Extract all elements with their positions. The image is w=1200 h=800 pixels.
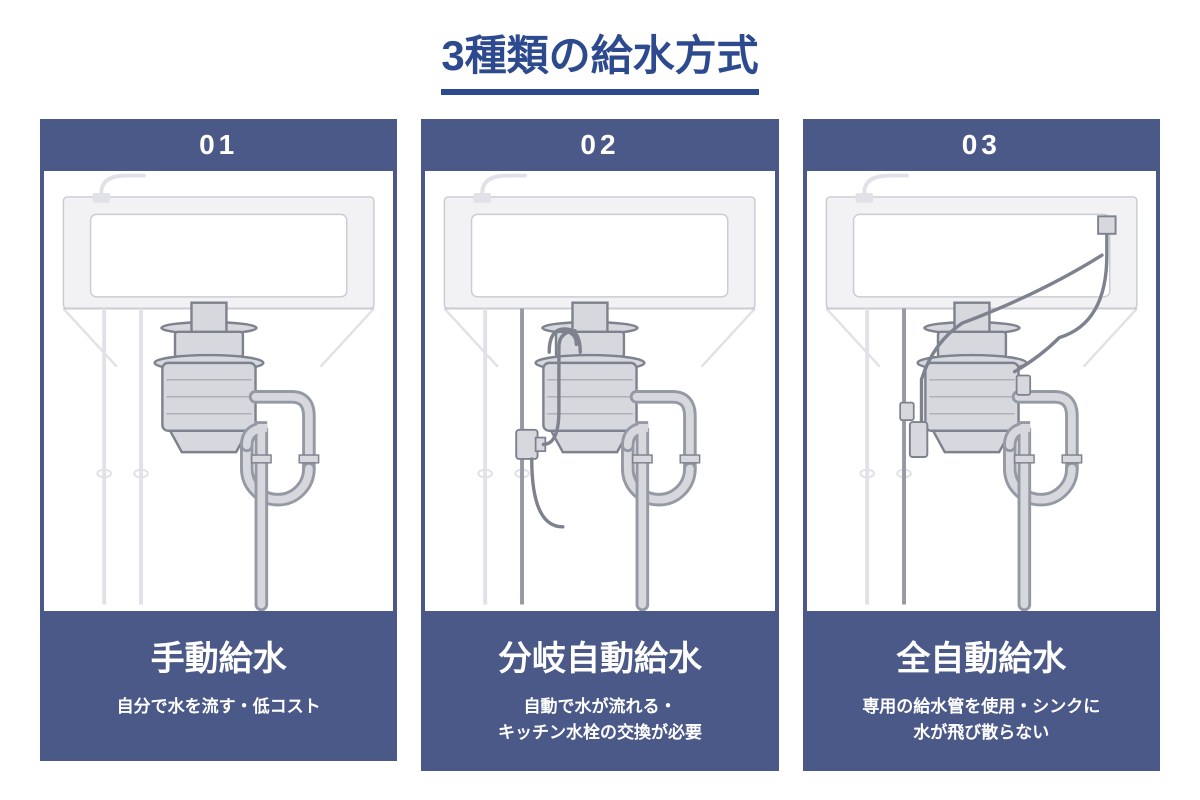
panel-branch: 02 分岐自動給水自動で水が流れる・キッチン水栓の交換が必要 (421, 119, 778, 771)
type-desc: 自分で水を流す・低コスト (50, 694, 387, 720)
panel-number: 02 (421, 119, 778, 171)
diagram-branch (421, 171, 778, 611)
type-name: 分岐自動給水 (431, 631, 768, 680)
panels-row: 01 手動給水自分で水を流す・低コスト 02 分岐自動給水自動で水が流れる・キッチン水… (0, 95, 1200, 771)
type-name: 手動給水 (50, 631, 387, 680)
panel-label: 全自動給水専用の給水管を使用・シンクに水が飛び散らない (803, 611, 1160, 771)
panel-number: 03 (803, 119, 1160, 171)
diagram-full (803, 171, 1160, 611)
panel-label: 分岐自動給水自動で水が流れる・キッチン水栓の交換が必要 (421, 611, 778, 771)
page-title: 3種類の給水方式 (441, 22, 758, 95)
type-name: 全自動給水 (813, 631, 1150, 680)
type-desc: 専用の給水管を使用・シンクに水が飛び散らない (813, 694, 1150, 745)
diagram-manual (40, 171, 397, 611)
panel-manual: 01 手動給水自分で水を流す・低コスト (40, 119, 397, 771)
panel-number: 01 (40, 119, 397, 171)
type-desc: 自動で水が流れる・キッチン水栓の交換が必要 (431, 694, 768, 745)
panel-label: 手動給水自分で水を流す・低コスト (40, 611, 397, 761)
panel-full: 03 全自動給水専用の給水管を使用・シンクに水が飛び散らない (803, 119, 1160, 771)
